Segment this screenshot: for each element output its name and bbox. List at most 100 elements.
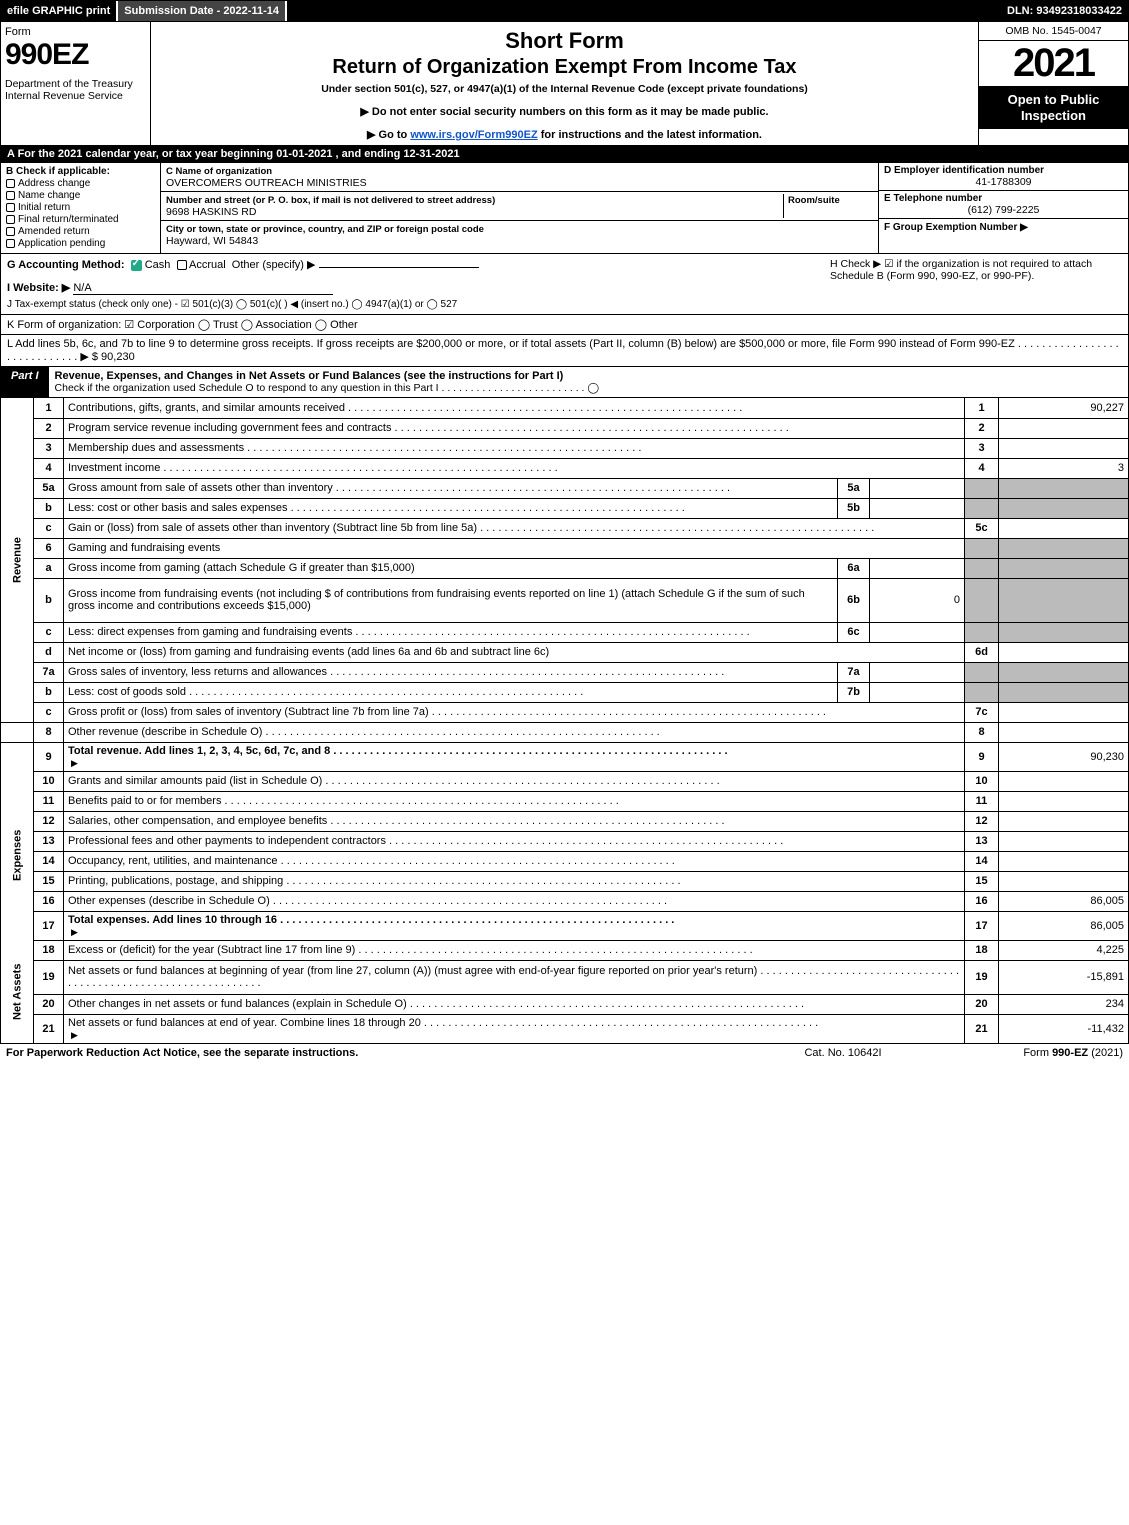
rn18: 18 bbox=[965, 940, 999, 960]
v6a-shade bbox=[999, 558, 1129, 578]
sn6c: 6c bbox=[838, 622, 870, 642]
n9: 9 bbox=[34, 742, 64, 771]
chk-address-change[interactable]: Address change bbox=[6, 178, 155, 189]
chk-accrual[interactable] bbox=[177, 260, 187, 270]
form-header: Form 990EZ Department of the Treasury In… bbox=[0, 22, 1129, 146]
d6d: Net income or (loss) from gaming and fun… bbox=[64, 642, 965, 662]
v21: -11,432 bbox=[999, 1014, 1129, 1043]
rn6d: 6d bbox=[965, 642, 999, 662]
d20: Other changes in net assets or fund bala… bbox=[68, 998, 960, 1010]
rn14: 14 bbox=[965, 851, 999, 871]
v12 bbox=[999, 811, 1129, 831]
side-netassets: Net Assets bbox=[1, 940, 34, 1043]
rn15: 15 bbox=[965, 871, 999, 891]
row-5c: c Gain or (loss) from sale of assets oth… bbox=[1, 518, 1129, 538]
sn6a: 6a bbox=[838, 558, 870, 578]
row-16: 16 Other expenses (describe in Schedule … bbox=[1, 891, 1129, 911]
n6a: a bbox=[34, 558, 64, 578]
omb-number: OMB No. 1545-0047 bbox=[979, 22, 1128, 41]
side-revenue: Revenue bbox=[1, 398, 34, 722]
d6c: Less: direct expenses from gaming and fu… bbox=[68, 626, 833, 638]
row-5b: b Less: cost or other basis and sales ex… bbox=[1, 498, 1129, 518]
section-c: C Name of organization OVERCOMERS OUTREA… bbox=[161, 163, 878, 253]
side-rev-ext2 bbox=[1, 742, 34, 771]
rn5c: 5c bbox=[965, 518, 999, 538]
d11: Benefits paid to or for members bbox=[68, 795, 960, 807]
group-exemption-cell: F Group Exemption Number ▶ bbox=[879, 219, 1128, 253]
row-11: 11 Benefits paid to or for members 11 bbox=[1, 791, 1129, 811]
rn7c: 7c bbox=[965, 702, 999, 722]
chk-initial-return[interactable]: Initial return bbox=[6, 202, 155, 213]
v13 bbox=[999, 831, 1129, 851]
room-label: Room/suite bbox=[788, 195, 840, 206]
chk-name-change[interactable]: Name change bbox=[6, 190, 155, 201]
rn7b-shade bbox=[965, 682, 999, 702]
line-l: L Add lines 5b, 6c, and 7b to line 9 to … bbox=[0, 335, 1129, 367]
d4: Investment income bbox=[68, 462, 960, 474]
b-head: B Check if applicable: bbox=[6, 166, 155, 177]
chk-final-return[interactable]: Final return/terminated bbox=[6, 214, 155, 225]
v11 bbox=[999, 791, 1129, 811]
n4: 4 bbox=[34, 458, 64, 478]
city-cell: City or town, state or province, country… bbox=[161, 221, 878, 249]
header-center: Short Form Return of Organization Exempt… bbox=[151, 22, 978, 145]
row-13: 13 Professional fees and other payments … bbox=[1, 831, 1129, 851]
side-rev-ext bbox=[1, 722, 34, 742]
v5c bbox=[999, 518, 1129, 538]
e-label: E Telephone number bbox=[884, 193, 1123, 204]
row-7b: b Less: cost of goods sold 7b bbox=[1, 682, 1129, 702]
rn2: 2 bbox=[965, 418, 999, 438]
n11: 11 bbox=[34, 791, 64, 811]
other-specify-line[interactable] bbox=[319, 267, 479, 268]
v10 bbox=[999, 771, 1129, 791]
d6b: Gross income from fundraising events (no… bbox=[64, 578, 838, 622]
phone-value: (612) 799-2225 bbox=[884, 204, 1123, 216]
row-9: 9 Total revenue. Add lines 1, 2, 3, 4, 5… bbox=[1, 742, 1129, 771]
f-label: F Group Exemption Number ▶ bbox=[884, 222, 1028, 233]
n12: 12 bbox=[34, 811, 64, 831]
line-a: A For the 2021 calendar year, or tax yea… bbox=[0, 146, 1129, 163]
n16: 16 bbox=[34, 891, 64, 911]
cash-label: Cash bbox=[145, 259, 171, 271]
n15: 15 bbox=[34, 871, 64, 891]
row-21: 21 Net assets or fund balances at end of… bbox=[1, 1014, 1129, 1043]
header-right: OMB No. 1545-0047 2021 Open to Public In… bbox=[978, 22, 1128, 145]
rn13: 13 bbox=[965, 831, 999, 851]
d-label: D Employer identification number bbox=[884, 165, 1123, 176]
sv6b: 0 bbox=[870, 578, 965, 622]
rn9: 9 bbox=[965, 742, 999, 771]
v6b-shade bbox=[999, 578, 1129, 622]
sv7a bbox=[870, 662, 965, 682]
v14 bbox=[999, 851, 1129, 871]
v15 bbox=[999, 871, 1129, 891]
part1-header: Part I Revenue, Expenses, and Changes in… bbox=[0, 367, 1129, 398]
row-2: 2 Program service revenue including gove… bbox=[1, 418, 1129, 438]
v2 bbox=[999, 418, 1129, 438]
efile-label: efile GRAPHIC print bbox=[1, 1, 118, 21]
arrow-icon-17 bbox=[68, 926, 81, 938]
c-name-label: C Name of organization bbox=[166, 166, 272, 177]
v7c bbox=[999, 702, 1129, 722]
instruction-2: ▶ Go to www.irs.gov/Form990EZ for instru… bbox=[157, 128, 972, 141]
row-14: 14 Occupancy, rent, utilities, and maint… bbox=[1, 851, 1129, 871]
d8: Other revenue (describe in Schedule O) bbox=[68, 726, 960, 738]
page-footer: For Paperwork Reduction Act Notice, see … bbox=[0, 1044, 1129, 1062]
v16: 86,005 bbox=[999, 891, 1129, 911]
row-12: 12 Salaries, other compensation, and emp… bbox=[1, 811, 1129, 831]
line-i: I Website: ▶ N/A bbox=[7, 281, 822, 295]
info-grid: B Check if applicable: Address change Na… bbox=[0, 163, 1129, 254]
d5a: Gross amount from sale of assets other t… bbox=[68, 482, 833, 494]
n5c: c bbox=[34, 518, 64, 538]
lines-table: Revenue 1 Contributions, gifts, grants, … bbox=[0, 398, 1129, 1044]
irs-link[interactable]: www.irs.gov/Form990EZ bbox=[410, 129, 537, 141]
row-6a: a Gross income from gaming (attach Sched… bbox=[1, 558, 1129, 578]
rn16: 16 bbox=[965, 891, 999, 911]
row-19: 19 Net assets or fund balances at beginn… bbox=[1, 960, 1129, 994]
sn6b: 6b bbox=[838, 578, 870, 622]
chk-application-pending[interactable]: Application pending bbox=[6, 238, 155, 249]
street-label: Number and street (or P. O. box, if mail… bbox=[166, 195, 495, 206]
line-j: J Tax-exempt status (check only one) - ☑… bbox=[7, 299, 822, 310]
d12: Salaries, other compensation, and employ… bbox=[68, 815, 960, 827]
chk-amended[interactable]: Amended return bbox=[6, 226, 155, 237]
chk-cash[interactable] bbox=[131, 260, 142, 271]
